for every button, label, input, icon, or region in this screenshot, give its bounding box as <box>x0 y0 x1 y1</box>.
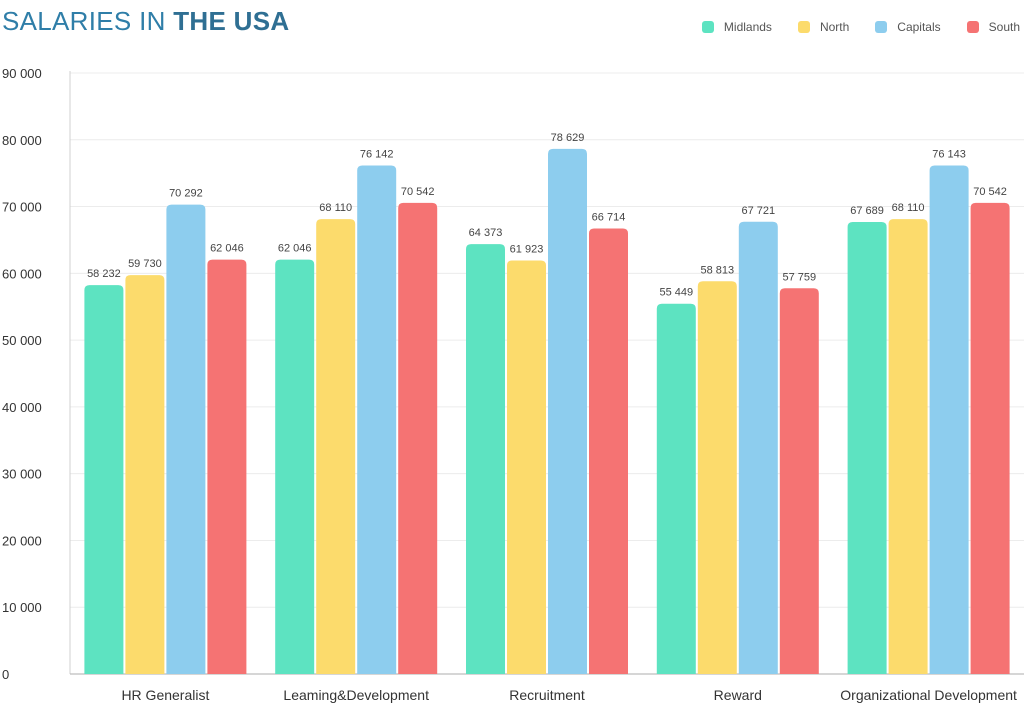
data-label: 57 759 <box>782 271 816 283</box>
bar-capitals <box>357 165 397 674</box>
x-tick-label: Reward <box>714 687 762 703</box>
data-label: 61 923 <box>510 243 544 255</box>
bar-midlands <box>275 259 315 674</box>
y-tick-label: 60 000 <box>2 266 42 281</box>
legend-item-midlands: Midlands <box>701 20 772 34</box>
y-tick-label: 30 000 <box>2 467 42 482</box>
bar-capitals <box>738 221 778 674</box>
y-tick-label: 90 000 <box>2 66 42 81</box>
bar-north <box>316 219 356 674</box>
y-tick-label: 70 000 <box>2 200 42 215</box>
bar-midlands <box>656 303 696 674</box>
x-tick-label: Leaming&Development <box>283 687 429 703</box>
data-label: 67 689 <box>850 205 884 217</box>
legend-item-north: North <box>797 20 850 34</box>
chart-legend: Midlands North Capitals South <box>701 20 1020 34</box>
legend-swatch <box>966 21 979 33</box>
bar-midlands <box>84 285 124 674</box>
data-label: 70 542 <box>401 186 435 198</box>
bar-capitals <box>166 204 206 674</box>
y-tick-label: 40 000 <box>2 400 42 415</box>
legend-label: Midlands <box>723 20 772 34</box>
y-tick-label: 10 000 <box>2 600 42 615</box>
legend-item-capitals: Capitals <box>875 20 941 34</box>
y-tick-label: 80 000 <box>2 133 42 148</box>
data-label: 70 292 <box>169 188 203 200</box>
data-label: 67 721 <box>741 205 775 217</box>
y-tick-label: 50 000 <box>2 333 42 348</box>
y-tick-label: 0 <box>2 667 9 682</box>
data-label: 62 046 <box>210 243 244 255</box>
legend-label: South <box>988 20 1020 34</box>
y-tick-label: 20 000 <box>2 533 42 548</box>
data-label: 66 714 <box>592 211 626 223</box>
bar-north <box>125 275 165 674</box>
data-label: 68 110 <box>319 202 352 214</box>
bar-south <box>779 288 819 674</box>
data-label: 59 730 <box>128 258 162 270</box>
bar-midlands <box>466 244 505 674</box>
data-label: 55 449 <box>659 287 693 299</box>
legend-label: Capitals <box>897 20 941 34</box>
chart-title: SALARIES IN THE USA <box>2 6 289 37</box>
data-label: 76 142 <box>360 149 394 161</box>
bar-south <box>970 202 1010 674</box>
data-label: 76 143 <box>932 149 966 161</box>
x-tick-label: HR Generalist <box>121 687 209 703</box>
legend-swatch <box>701 21 714 33</box>
data-label: 62 046 <box>278 243 312 255</box>
legend-swatch <box>875 21 888 33</box>
bar-south <box>589 228 628 675</box>
data-label: 70 542 <box>973 186 1007 198</box>
bar-capitals <box>548 148 587 675</box>
chart-title-part1: SALARIES IN <box>2 6 174 36</box>
data-label: 64 373 <box>469 227 503 239</box>
x-tick-label: Organizational Development <box>840 687 1017 703</box>
data-label: 78 629 <box>551 132 585 144</box>
bar-capitals <box>929 165 969 674</box>
x-tick-label: Recruitment <box>509 687 585 703</box>
bar-north <box>507 260 546 674</box>
data-label: 58 813 <box>700 264 734 276</box>
bar-north <box>697 281 737 674</box>
bar-south <box>207 259 247 674</box>
data-label: 68 110 <box>892 202 925 214</box>
bar-south <box>398 202 438 674</box>
bar-north <box>888 219 928 674</box>
bar-midlands <box>847 221 887 674</box>
legend-label: North <box>819 20 850 34</box>
legend-item-south: South <box>966 20 1020 34</box>
legend-swatch <box>797 21 810 33</box>
data-label: 58 232 <box>87 268 121 280</box>
chart-title-part2: THE USA <box>173 6 290 36</box>
